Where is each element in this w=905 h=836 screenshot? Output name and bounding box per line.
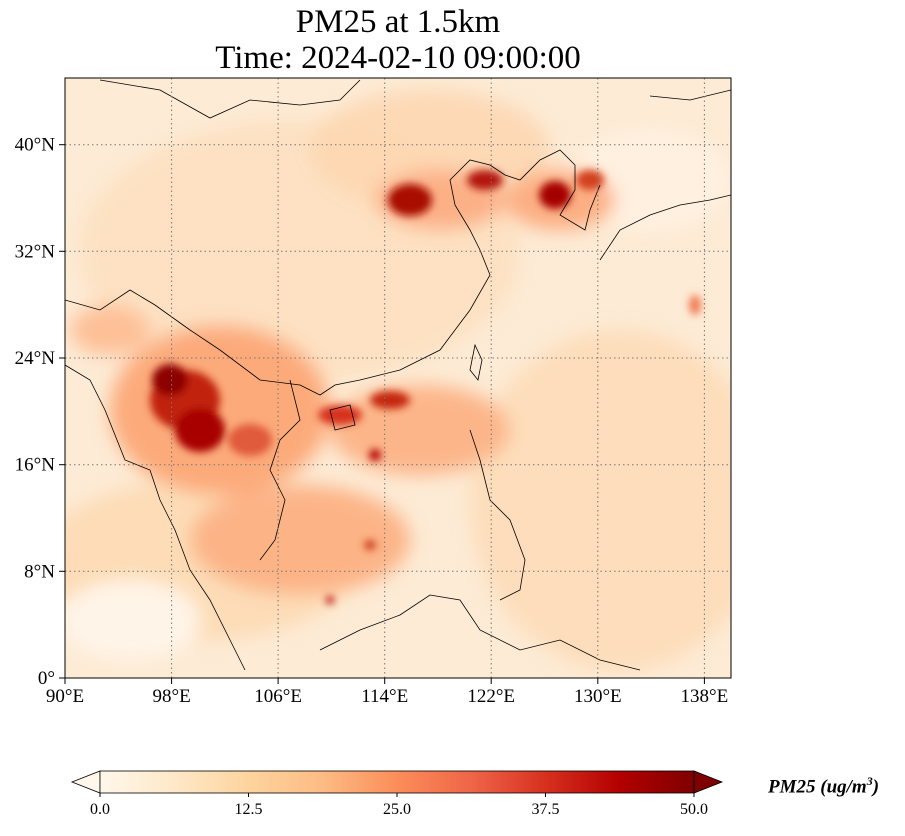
y-tick-label: 16°N [15,455,56,476]
x-tick-label: 90°E [46,686,84,707]
x-tick-label: 98°E [152,686,190,707]
x-tick-label: 122°E [467,686,515,707]
x-tick-label: 114°E [361,686,408,707]
y-axis: 0° 8°N 16°N 24°N 32°N 40°N [15,135,65,689]
x-tick-label: 130°E [574,686,622,707]
colorbar-tick-label: 50.0 [680,801,708,818]
colorbar: 0.0 12.5 25.0 37.5 50.0 [70,770,724,818]
y-tick-label: 32°N [15,241,56,262]
map-frame [64,77,732,679]
y-tick-label: 40°N [15,135,56,156]
colorbar-tick-label: 25.0 [383,801,411,818]
x-tick-label: 138°E [681,686,729,707]
y-tick-label: 8°N [24,561,55,582]
colorbar-extend-min [70,770,101,794]
colorbar-title: PM25 (ug/m3) [768,774,880,798]
coastlines [65,79,731,671]
colorbar-tick-label: 0.0 [90,801,110,818]
x-axis: 90°E 98°E 106°E 114°E 122°E 130°E 138°E [46,678,728,707]
colorbar-extend-max [693,770,724,794]
y-tick-label: 0° [38,668,55,689]
chart-title-line1: PM25 at 1.5km [295,4,501,40]
gridlines [65,78,731,678]
colorbar-gradient [100,771,694,793]
x-tick-label: 106°E [254,686,302,707]
pm25-field [65,78,731,678]
colorbar-tick-label: 37.5 [532,801,560,818]
y-tick-label: 24°N [15,348,56,369]
chart-title-line2: Time: 2024-02-10 09:00:00 [215,40,581,76]
colorbar-tick-label: 12.5 [235,801,263,818]
